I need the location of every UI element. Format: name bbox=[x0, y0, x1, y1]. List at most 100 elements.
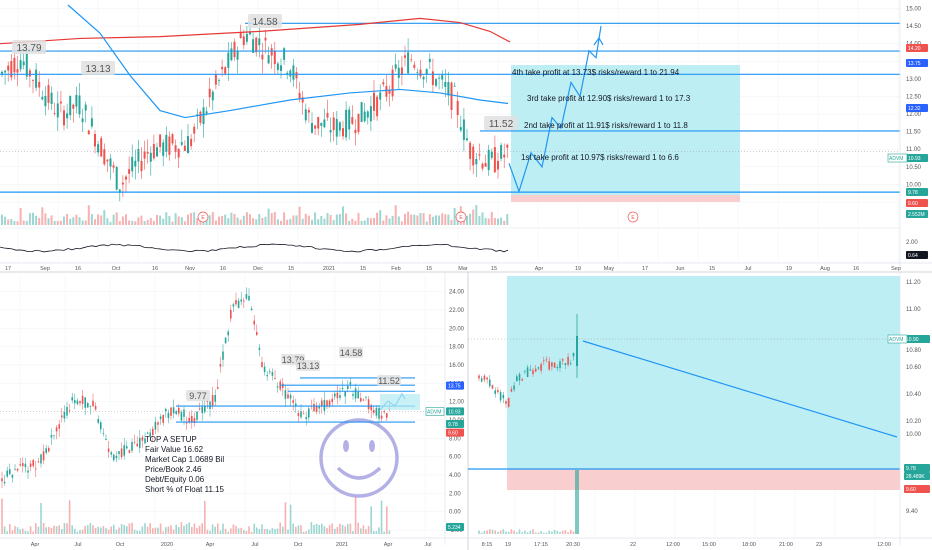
candle bbox=[110, 450, 112, 458]
volume-bar bbox=[491, 529, 494, 534]
volume-bar bbox=[263, 528, 266, 534]
volume-bar bbox=[537, 532, 540, 534]
candle bbox=[185, 416, 188, 430]
volume-bar bbox=[144, 523, 146, 534]
volume-bar bbox=[575, 470, 579, 534]
price-badge: 5.234 bbox=[446, 523, 464, 531]
candle bbox=[66, 401, 68, 419]
candle bbox=[41, 90, 44, 101]
candle bbox=[131, 144, 134, 178]
candle bbox=[339, 387, 341, 401]
volume-bar bbox=[308, 529, 310, 534]
volume-bar bbox=[270, 213, 273, 225]
bottom-left-time-axis[interactable]: Apr Jul Oct 2020 Apr Jul Oct 2021 Apr Jul bbox=[31, 542, 432, 548]
bottom-right-time-axis[interactable]: 8:15 19 17:15 20:30 22 12:00 15:00 18:00 21:00 23… bbox=[482, 542, 891, 548]
svg-text:9.60: 9.60 bbox=[906, 487, 916, 493]
volume-bar bbox=[365, 529, 367, 534]
svg-text:9.78: 9.78 bbox=[448, 422, 458, 428]
volume-bar bbox=[149, 217, 152, 225]
candle bbox=[289, 69, 292, 83]
projected-path-line[interactable] bbox=[508, 26, 602, 194]
top-price-tick: 13.00 bbox=[906, 77, 922, 83]
top-horizontal-levels bbox=[0, 22, 900, 193]
volume-bar bbox=[545, 532, 548, 534]
candle bbox=[438, 74, 441, 90]
candle bbox=[107, 440, 110, 458]
candle bbox=[7, 61, 10, 82]
candle bbox=[219, 356, 222, 373]
candle bbox=[282, 377, 284, 396]
candle bbox=[149, 146, 152, 176]
setup-line-price-book: Price/Book 2.46 bbox=[145, 465, 202, 474]
volume-bar bbox=[193, 212, 196, 225]
bottom-left-chart-panel[interactable]: 13.79 13.13 14.58 11.52 9.77 TOP A SETUP… bbox=[0, 272, 468, 548]
candle bbox=[72, 103, 75, 123]
candle bbox=[206, 399, 209, 409]
candle bbox=[456, 91, 459, 128]
volume-bar bbox=[388, 530, 391, 534]
bl-price-tick: 4.00 bbox=[449, 473, 461, 479]
volume-bar bbox=[529, 530, 532, 534]
volume-bar bbox=[44, 213, 47, 225]
top-time-axis[interactable]: 17 Sep 16 Oct 16 Nov 16 Dec 15 2021 15 Feb 15 Mar 15 Ap… bbox=[5, 266, 901, 272]
price-badge: 9.78 bbox=[446, 419, 464, 428]
bl-time-tick: Apr bbox=[31, 542, 40, 548]
volume-bar bbox=[336, 526, 339, 534]
volume-bar bbox=[146, 219, 149, 225]
earnings-event-2[interactable]: E bbox=[455, 211, 467, 223]
candle bbox=[360, 392, 362, 403]
candle bbox=[497, 386, 499, 394]
volume-bar bbox=[570, 529, 572, 534]
bottom-left-grid bbox=[0, 275, 445, 538]
volume-bar bbox=[478, 530, 480, 534]
earnings-event-1[interactable]: E bbox=[197, 211, 209, 223]
svg-text:13.79: 13.79 bbox=[16, 43, 41, 54]
candle bbox=[211, 386, 214, 410]
bl-time-tick: Jul bbox=[424, 542, 431, 548]
candle bbox=[40, 453, 42, 468]
volume-bar bbox=[506, 214, 509, 225]
volume-bar bbox=[310, 522, 313, 534]
volume-bar bbox=[280, 220, 282, 225]
top-time-tick: Dec bbox=[253, 266, 263, 272]
volume-bar bbox=[159, 523, 162, 534]
volume-bar bbox=[103, 210, 106, 225]
volume-bar bbox=[16, 221, 19, 225]
bl-price-tick: 6.00 bbox=[449, 455, 461, 461]
volume-bar bbox=[250, 531, 253, 534]
candle bbox=[154, 416, 157, 434]
bl-callout-9-77: 9.77 bbox=[186, 390, 210, 401]
svg-text:13.75: 13.75 bbox=[908, 61, 921, 67]
candle bbox=[235, 292, 237, 307]
candle bbox=[349, 378, 352, 389]
volume-bar bbox=[344, 526, 346, 534]
candle bbox=[311, 112, 313, 134]
volume-bar bbox=[94, 219, 96, 225]
candle bbox=[283, 46, 286, 65]
top-time-tick: 19 bbox=[786, 266, 792, 272]
candle bbox=[217, 379, 219, 390]
candle bbox=[274, 370, 276, 380]
candle bbox=[56, 91, 59, 132]
top-volume-bars bbox=[1, 205, 509, 225]
setup-title: TOP A SETUP bbox=[145, 435, 197, 444]
candle bbox=[354, 119, 357, 146]
top-chart-panel[interactable]: 13.79 13.13 14.58 11.52 4th take profit … bbox=[0, 0, 932, 272]
candle bbox=[376, 94, 379, 121]
volume-bar bbox=[71, 525, 73, 534]
volume-bar bbox=[123, 524, 125, 534]
volume-bar bbox=[79, 530, 81, 534]
candle bbox=[152, 134, 155, 161]
volume-bar bbox=[407, 211, 410, 225]
candle bbox=[332, 112, 335, 142]
bottom-right-price-axis[interactable]: 11.20 11.00 10.80 10.60 10.40 10.20 10.00 9.40 bbox=[906, 280, 922, 515]
top-time-tick: 16 bbox=[220, 266, 226, 272]
br-time-tick: 23 bbox=[816, 542, 822, 548]
bottom-right-chart-panel[interactable]: 11.2011.0010.8010.6010.4010.2010.009.40 … bbox=[468, 272, 932, 548]
top-time-tick: Aug bbox=[820, 266, 830, 272]
candle bbox=[137, 140, 140, 174]
bottom-right-trend-line[interactable] bbox=[582, 340, 898, 438]
candle bbox=[245, 25, 248, 45]
earnings-event-3[interactable]: E bbox=[627, 211, 639, 223]
